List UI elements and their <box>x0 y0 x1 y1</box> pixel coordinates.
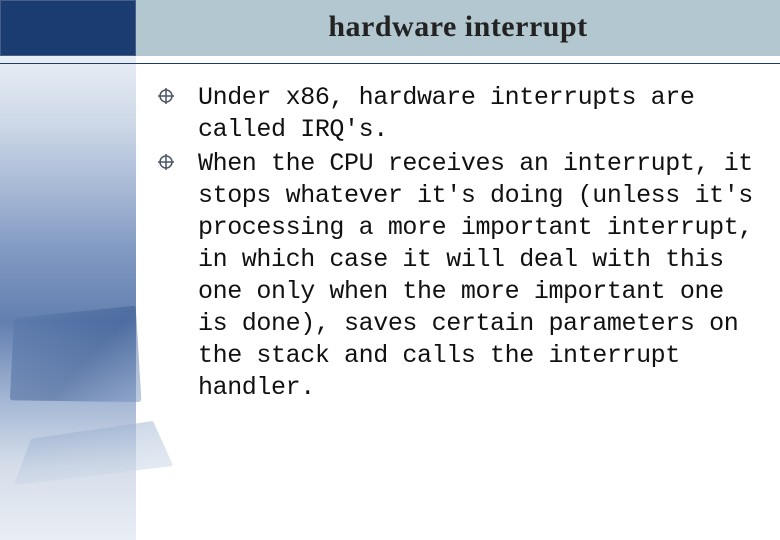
bullet-text: When the CPU receives an interrupt, it s… <box>198 148 758 404</box>
list-item: Under x86, hardware interrupts are calle… <box>158 82 758 146</box>
list-item: When the CPU receives an interrupt, it s… <box>158 148 758 404</box>
top-left-accent-box <box>0 0 136 56</box>
content-area: Under x86, hardware interrupts are calle… <box>158 82 758 406</box>
slide-title: hardware interrupt <box>136 10 780 44</box>
bullet-text: Under x86, hardware interrupts are calle… <box>198 82 758 146</box>
laptop-decorative-image <box>0 290 160 540</box>
crosshair-bullet-icon <box>158 88 174 104</box>
crosshair-bullet-icon <box>158 154 174 170</box>
horizontal-rule <box>0 63 780 64</box>
